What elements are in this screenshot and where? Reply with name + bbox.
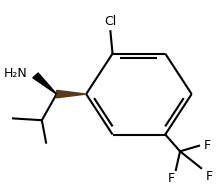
Text: F: F	[205, 170, 213, 183]
Text: F: F	[168, 172, 175, 185]
Text: H₂N: H₂N	[3, 67, 27, 80]
Text: Cl: Cl	[104, 15, 116, 28]
Polygon shape	[33, 73, 57, 94]
Text: F: F	[203, 139, 210, 152]
Polygon shape	[57, 90, 86, 98]
